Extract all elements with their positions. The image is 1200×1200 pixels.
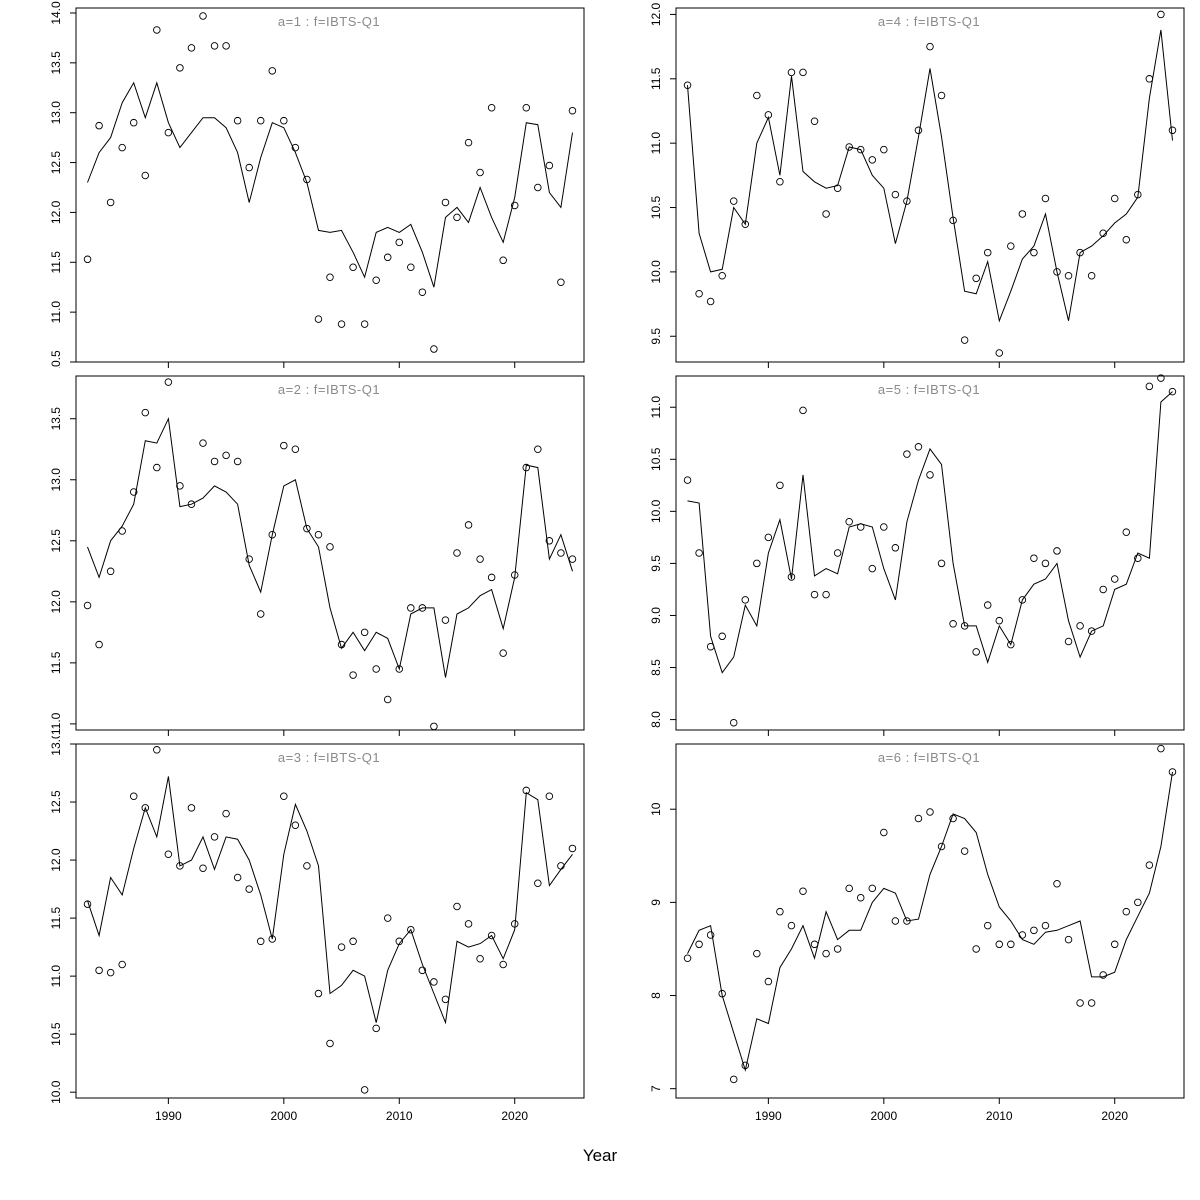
svg-text:13.5: 13.5: [49, 407, 63, 431]
svg-text:11.0: 11.0: [649, 396, 663, 419]
svg-text:2010: 2010: [386, 1109, 413, 1123]
svg-text:11.0: 11.0: [649, 132, 663, 155]
svg-text:10.5: 10.5: [49, 1022, 63, 1046]
svg-text:10.5: 10.5: [649, 196, 663, 220]
svg-text:11.5: 11.5: [49, 651, 63, 674]
svg-text:12.0: 12.0: [49, 848, 63, 872]
panel-grid: a=1 : f=IBTS-Q1 10.5 11.0 11.5 12.0 12.5 13.0…: [0, 0, 1200, 1142]
svg-text:9.5: 9.5: [649, 328, 663, 345]
svg-text:1990: 1990: [755, 1109, 782, 1123]
svg-text:10: 10: [649, 802, 663, 816]
panel-a5-plot: 8.0 8.5 9.0 9.5 10.0 10.5 11.0: [649, 374, 1185, 736]
svg-text:8.0: 8.0: [649, 711, 663, 728]
panel-a1-plot: 10.5 11.0 11.5 12.0 12.5 13.0 13.5 14.0: [49, 1, 585, 368]
svg-text:12.5: 12.5: [49, 151, 63, 175]
panel-a6: a=6 : f=IBTS-Q1 7 8 9 10 1990 2000 2010 2020: [600, 736, 1200, 1142]
svg-text:2020: 2020: [501, 1109, 528, 1123]
x-axis-label: Year: [582, 1146, 618, 1165]
svg-text:9.0: 9.0: [649, 607, 663, 624]
svg-text:7: 7: [649, 1085, 663, 1092]
svg-text:11.5: 11.5: [49, 251, 63, 274]
panel-a5: a=5 : f=IBTS-Q1 8.0 8.5 9.0 9.5 10.0 10.5 11.0: [600, 368, 1200, 736]
svg-text:9: 9: [649, 899, 663, 906]
svg-text:11.0: 11.0: [49, 965, 63, 988]
svg-text:2020: 2020: [1101, 1109, 1128, 1123]
svg-text:10.0: 10.0: [649, 260, 663, 284]
svg-text:12.5: 12.5: [49, 790, 63, 814]
svg-text:11.5: 11.5: [49, 907, 63, 930]
svg-text:2000: 2000: [270, 1109, 297, 1123]
svg-text:8.5: 8.5: [649, 659, 663, 676]
svg-text:11.0: 11.0: [49, 301, 63, 324]
svg-text:12.0: 12.0: [49, 200, 63, 224]
svg-text:2000: 2000: [870, 1109, 897, 1123]
svg-text:13.0: 13.0: [49, 101, 63, 125]
svg-text:12.0: 12.0: [649, 2, 663, 26]
svg-text:13.5: 13.5: [49, 51, 63, 75]
panel-a2: a=2 : f=IBTS-Q1 11.0 11.5 12.0 12.5 13.0 13.5: [0, 368, 600, 736]
svg-text:10.0: 10.0: [49, 1080, 63, 1104]
svg-text:12.5: 12.5: [49, 529, 63, 553]
panel-a4: a=4 : f=IBTS-Q1 9.5 10.0 10.5 11.0 11.5 12.0: [600, 0, 1200, 368]
panel-a6-plot: 7 8 9 10 1990 2000 2010 2020: [649, 743, 1185, 1123]
panel-a4-plot: 9.5 10.0 10.5 11.0 11.5 12.0: [649, 2, 1185, 368]
svg-text:9.5: 9.5: [649, 555, 663, 572]
svg-text:10.5: 10.5: [49, 350, 63, 368]
svg-text:11.0: 11.0: [49, 712, 63, 735]
svg-text:1990: 1990: [155, 1109, 182, 1123]
svg-text:8: 8: [649, 992, 663, 999]
panel-a1: a=1 : f=IBTS-Q1 10.5 11.0 11.5 12.0 12.5 13.0…: [0, 0, 600, 368]
svg-text:12.0: 12.0: [49, 590, 63, 614]
svg-text:10.5: 10.5: [649, 447, 663, 471]
svg-text:11.5: 11.5: [649, 67, 663, 90]
svg-text:13.0: 13.0: [49, 736, 63, 756]
panel-a3: a=3 : f=IBTS-Q1 10.0 10.5 11.0 11.5 12.0 12.5…: [0, 736, 600, 1142]
svg-text:13.0: 13.0: [49, 468, 63, 492]
svg-text:2010: 2010: [986, 1109, 1013, 1123]
svg-text:14.0: 14.0: [49, 1, 63, 25]
svg-text:10.0: 10.0: [649, 499, 663, 523]
panel-a2-plot: 11.0 11.5 12.0 12.5 13.0 13.5: [49, 375, 585, 736]
panel-a3-plot: 10.0 10.5 11.0 11.5 12.0 12.5 13.0 1990 2000 2010…: [49, 736, 585, 1123]
